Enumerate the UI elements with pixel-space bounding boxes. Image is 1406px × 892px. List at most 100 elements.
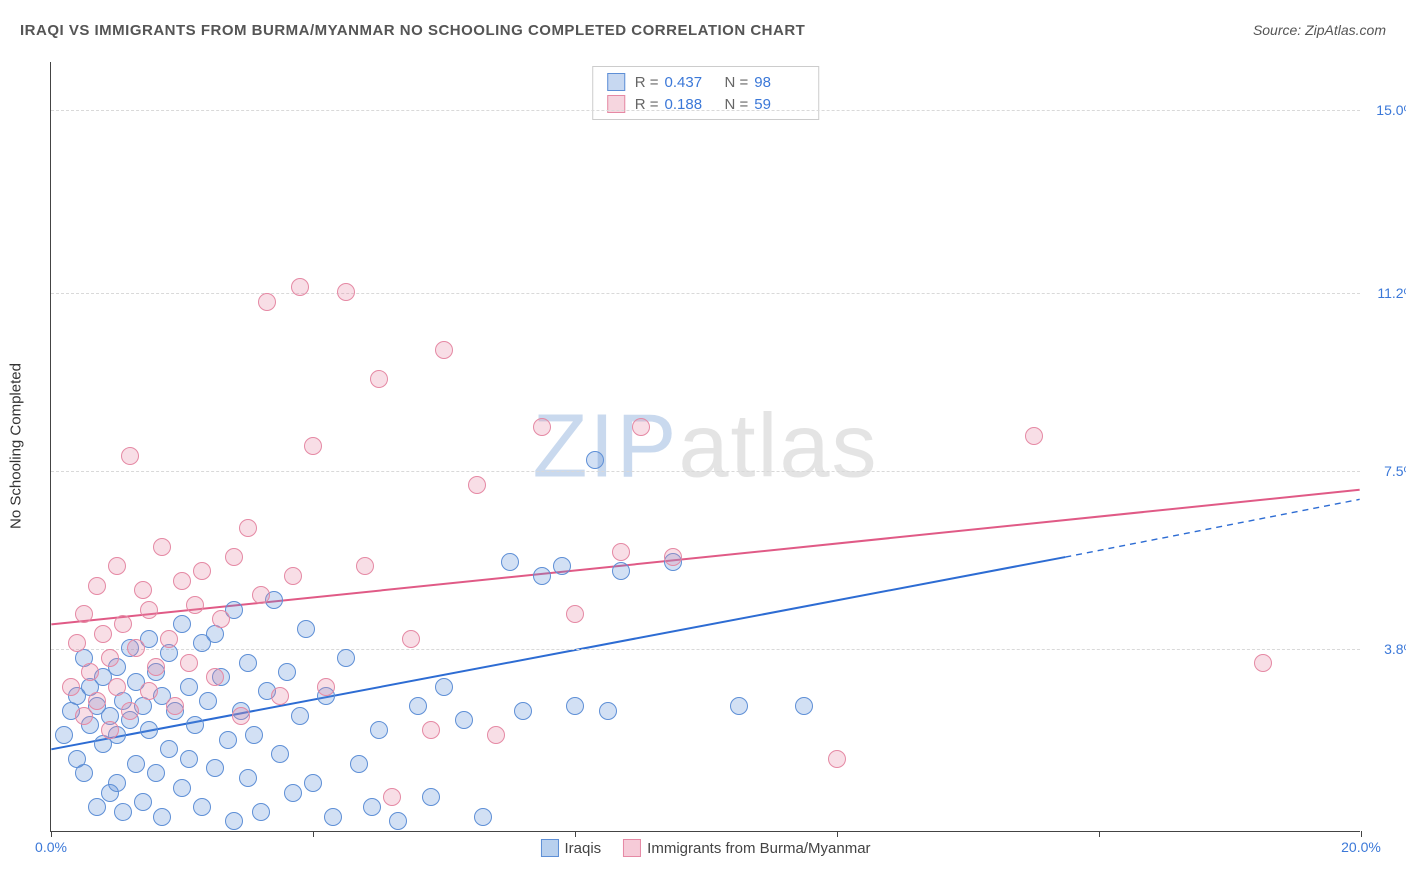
x-tick [1099, 831, 1100, 837]
gridline [51, 471, 1360, 472]
data-point [153, 808, 171, 826]
legend-r-value: 0.437 [665, 74, 715, 91]
data-point [199, 692, 217, 710]
correlation-legend: R =0.437N =98R =0.188N =59 [592, 66, 820, 120]
data-point [186, 716, 204, 734]
data-point [180, 678, 198, 696]
data-point [304, 437, 322, 455]
x-tick-label: 20.0% [1341, 839, 1381, 855]
data-point [147, 764, 165, 782]
data-point [304, 774, 322, 792]
data-point [68, 634, 86, 652]
data-point [239, 654, 257, 672]
data-point [271, 745, 289, 763]
data-point [599, 702, 617, 720]
legend-r-label: R = [635, 74, 659, 91]
data-point [324, 808, 342, 826]
data-point [566, 697, 584, 715]
x-tick-label: 0.0% [35, 839, 67, 855]
y-axis-label: No Schooling Completed [8, 363, 25, 529]
data-point [225, 812, 243, 830]
data-point [245, 726, 263, 744]
data-point [350, 755, 368, 773]
data-point [586, 451, 604, 469]
y-tick-label: 15.0% [1366, 102, 1406, 118]
trend-line [51, 490, 1359, 625]
data-point [383, 788, 401, 806]
data-point [75, 707, 93, 725]
data-point [212, 610, 230, 628]
data-point [533, 418, 551, 436]
trend-line [1065, 499, 1359, 557]
data-point [147, 658, 165, 676]
data-point [101, 649, 119, 667]
data-point [258, 293, 276, 311]
y-tick-label: 11.2% [1366, 285, 1406, 301]
data-point [75, 764, 93, 782]
y-tick-label: 3.8% [1366, 641, 1406, 657]
x-tick [313, 831, 314, 837]
gridline [51, 110, 1360, 111]
data-point [468, 476, 486, 494]
data-point [140, 721, 158, 739]
data-point [121, 447, 139, 465]
data-point [121, 702, 139, 720]
data-point [435, 341, 453, 359]
data-point [193, 562, 211, 580]
series-legend-item: Iraqis [540, 839, 601, 857]
data-point [730, 697, 748, 715]
data-point [337, 649, 355, 667]
legend-swatch [607, 73, 625, 91]
series-label: Iraqis [564, 840, 601, 857]
series-legend: Iraqis Immigrants from Burma/Myanmar [540, 839, 870, 857]
data-point [370, 370, 388, 388]
data-point [180, 750, 198, 768]
data-point [232, 707, 250, 725]
data-point [284, 784, 302, 802]
series-legend-item: Immigrants from Burma/Myanmar [623, 839, 870, 857]
data-point [239, 769, 257, 787]
data-point [252, 803, 270, 821]
data-point [134, 793, 152, 811]
data-point [487, 726, 505, 744]
data-point [337, 283, 355, 301]
data-point [389, 812, 407, 830]
x-tick [1361, 831, 1362, 837]
data-point [474, 808, 492, 826]
data-point [828, 750, 846, 768]
data-point [94, 625, 112, 643]
data-point [140, 682, 158, 700]
data-point [101, 721, 119, 739]
data-point [55, 726, 73, 744]
y-tick-label: 7.5% [1366, 463, 1406, 479]
data-point [108, 678, 126, 696]
gridline [51, 649, 1360, 650]
data-point [252, 586, 270, 604]
x-tick [575, 831, 576, 837]
data-point [225, 548, 243, 566]
data-point [566, 605, 584, 623]
data-point [219, 731, 237, 749]
data-point [422, 721, 440, 739]
x-tick [51, 831, 52, 837]
data-point [114, 803, 132, 821]
data-point [291, 707, 309, 725]
data-point [402, 630, 420, 648]
data-point [173, 615, 191, 633]
data-point [795, 697, 813, 715]
data-point [140, 601, 158, 619]
data-point [278, 663, 296, 681]
series-label: Immigrants from Burma/Myanmar [647, 840, 870, 857]
data-point [160, 630, 178, 648]
data-point [108, 774, 126, 792]
data-point [435, 678, 453, 696]
trend-line [51, 557, 1065, 749]
data-point [632, 418, 650, 436]
data-point [317, 678, 335, 696]
data-point [160, 740, 178, 758]
data-point [206, 759, 224, 777]
data-point [363, 798, 381, 816]
data-point [612, 543, 630, 561]
gridline [51, 293, 1360, 294]
legend-n-value: 98 [754, 74, 804, 91]
